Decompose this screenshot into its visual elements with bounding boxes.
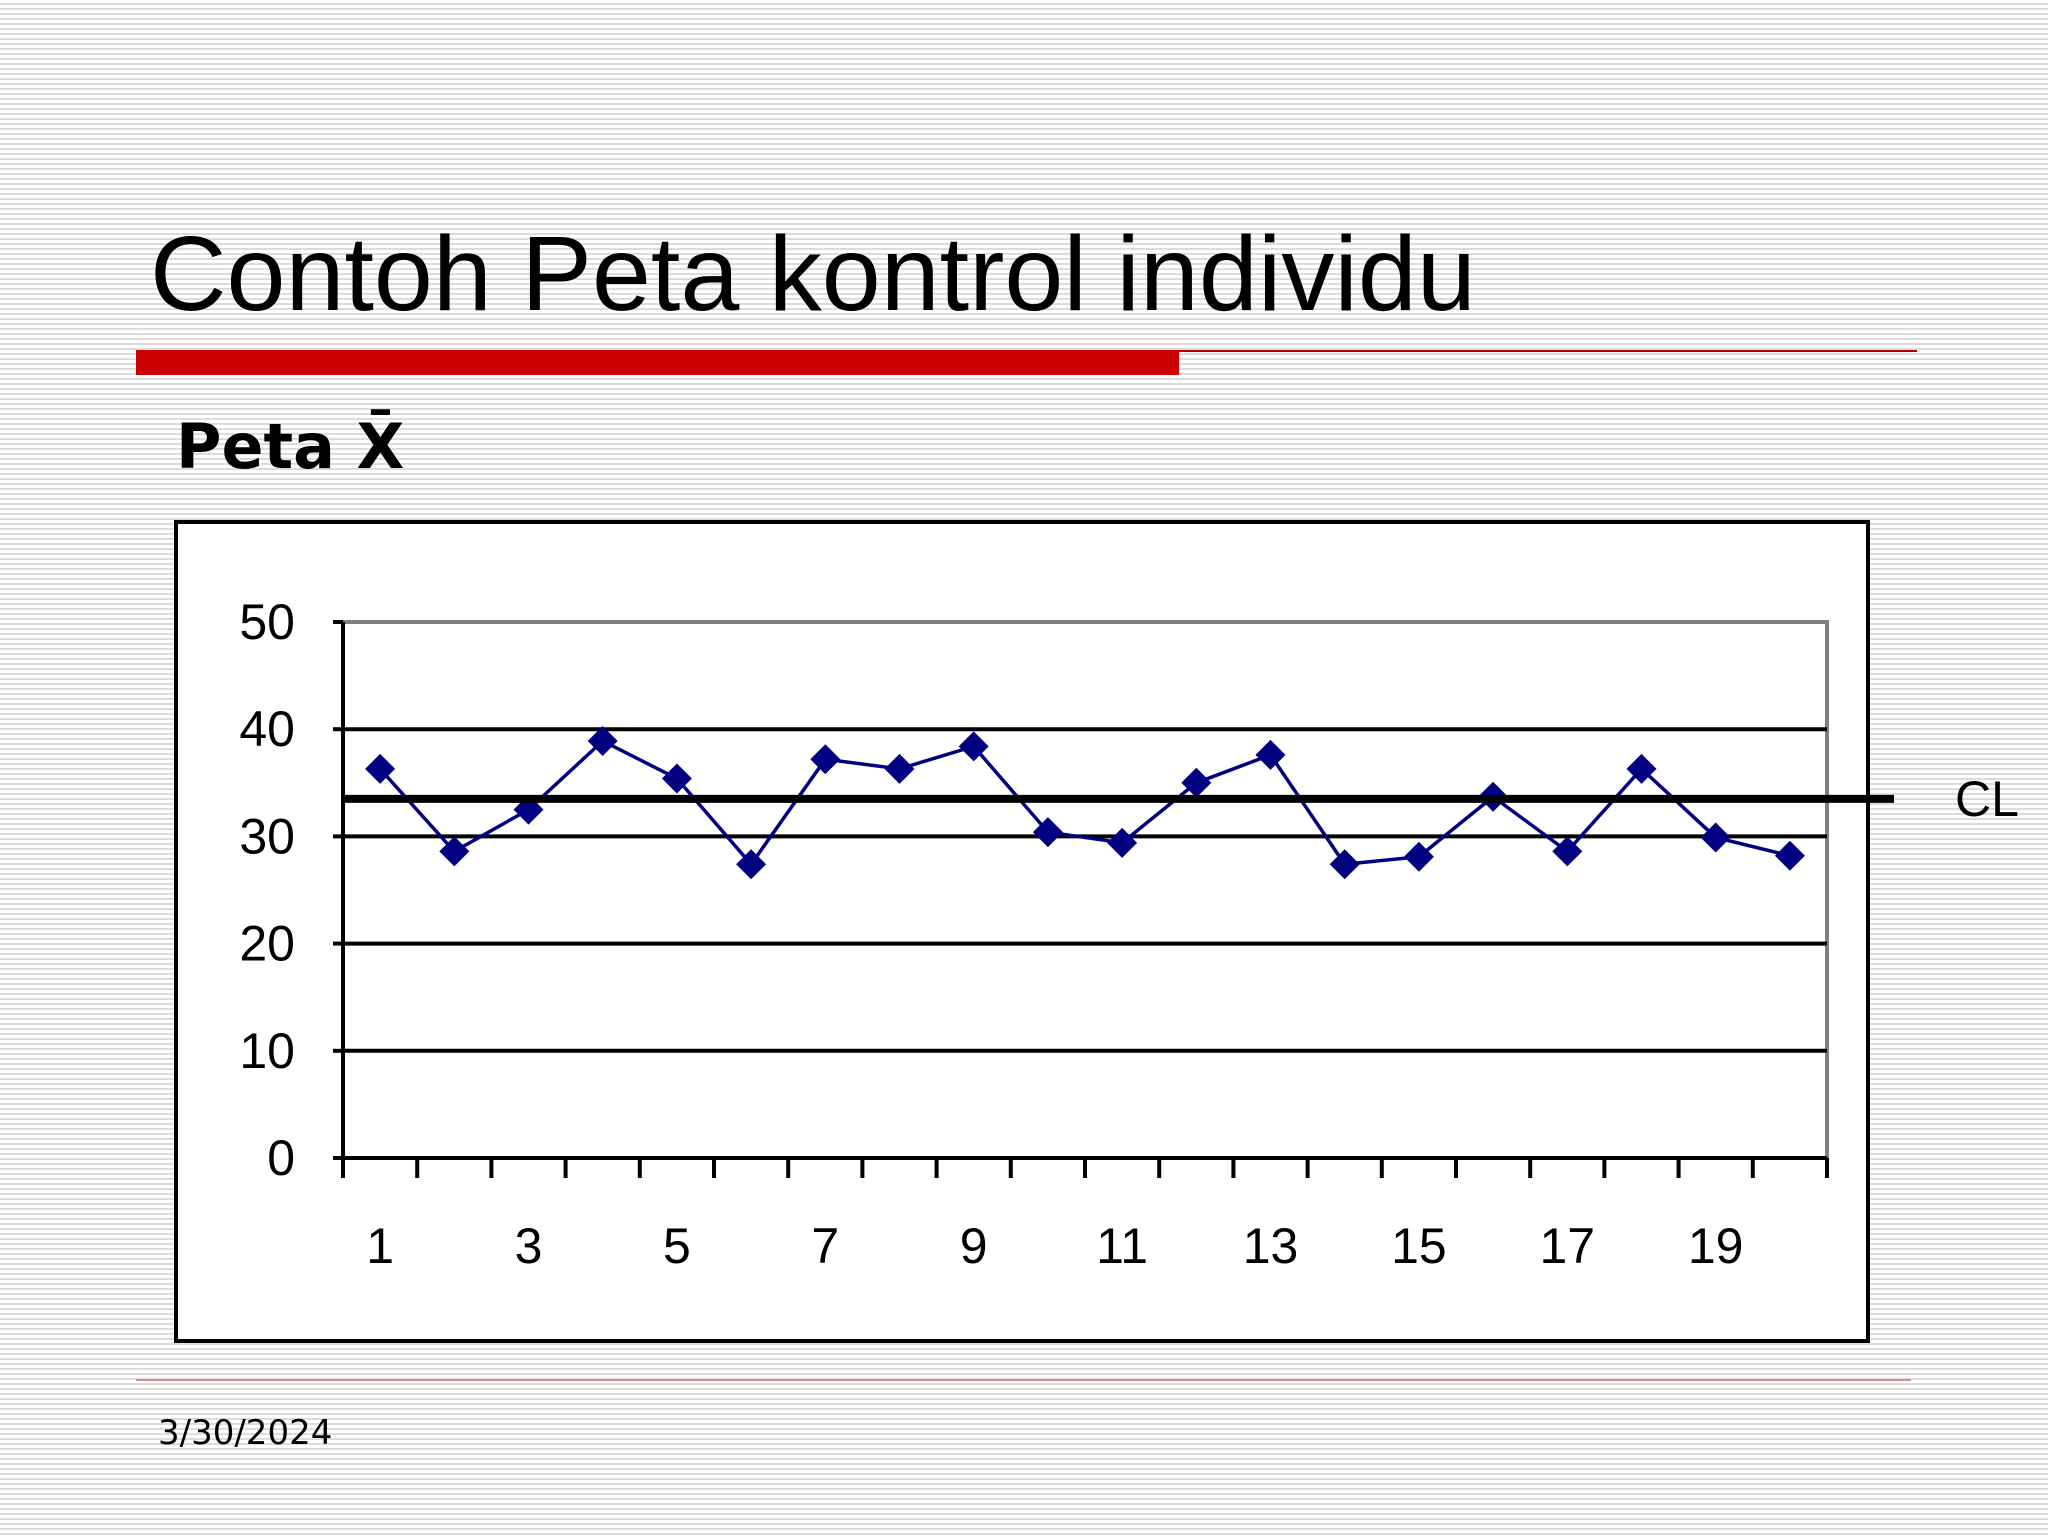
data-marker <box>1403 841 1434 872</box>
x-tick-label: 15 <box>1391 1218 1447 1274</box>
data-marker <box>1032 817 1063 848</box>
data-marker <box>587 725 618 756</box>
y-tick-label: 30 <box>239 808 295 864</box>
data-marker <box>1329 849 1360 880</box>
data-marker <box>958 731 989 762</box>
data-marker <box>439 836 470 867</box>
slide-title: Contoh Peta kontrol individu <box>150 215 1476 333</box>
footer-date: 3/30/2024 <box>158 1413 332 1453</box>
data-marker <box>1626 753 1657 784</box>
data-marker <box>1255 739 1286 770</box>
x-tick-label: 13 <box>1243 1218 1299 1274</box>
x-tick-label: 11 <box>1096 1218 1148 1274</box>
y-tick-label: 40 <box>239 701 295 757</box>
data-marker <box>365 753 396 784</box>
data-marker <box>1774 840 1805 871</box>
plot-border <box>343 620 1829 1158</box>
x-tick-label: 5 <box>663 1218 691 1274</box>
data-marker <box>1107 827 1138 858</box>
series-line <box>378 738 1791 868</box>
x-tick-label: 3 <box>515 1218 543 1274</box>
data-marker <box>661 763 692 794</box>
data-marker <box>810 744 841 775</box>
center-line-label: CL <box>1955 771 2019 827</box>
chart-frame <box>174 520 1870 1343</box>
y-tick-label: 20 <box>239 916 295 972</box>
title-bar <box>136 350 1179 375</box>
data-marker <box>1552 836 1583 867</box>
x-tick-label: 1 <box>366 1218 394 1274</box>
x-tick-label: 19 <box>1688 1218 1744 1274</box>
subtitle: Peta X̄ <box>176 409 404 483</box>
x-tick-label: 9 <box>960 1218 988 1274</box>
data-marker <box>1181 767 1212 798</box>
data-marker <box>884 753 915 784</box>
y-tick-label: 50 <box>239 594 295 650</box>
y-tick-label: 0 <box>267 1130 295 1186</box>
data-marker <box>736 849 767 880</box>
data-marker <box>1700 822 1731 853</box>
x-tick-label: 17 <box>1539 1218 1595 1274</box>
x-tick-label: 7 <box>811 1218 839 1274</box>
y-tick-label: 10 <box>239 1023 295 1079</box>
